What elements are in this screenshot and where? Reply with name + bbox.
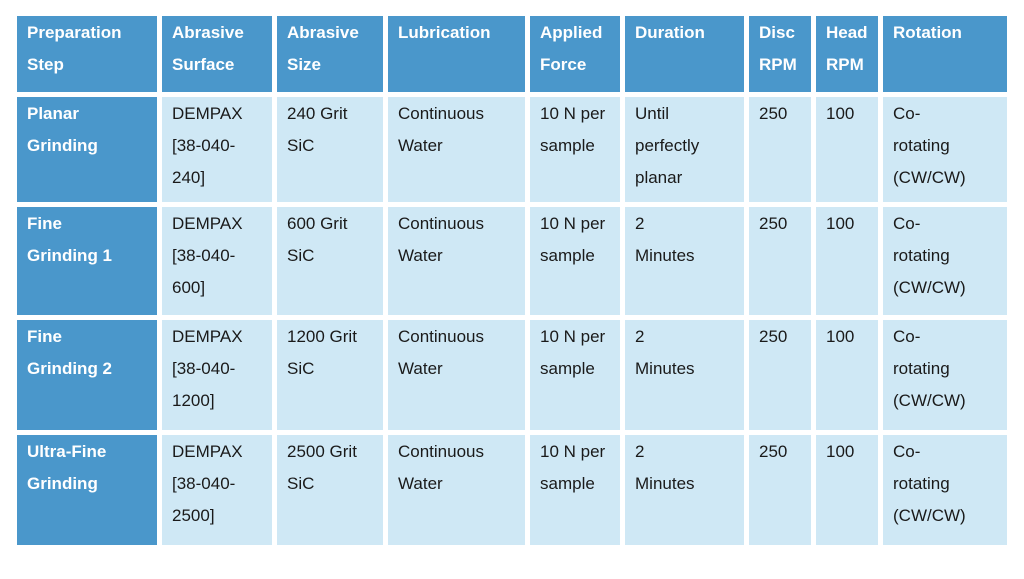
cell-head-rpm: 100 xyxy=(816,207,878,315)
row-header-fine-grinding-2: Fine Grinding 2 xyxy=(17,320,157,430)
cell-applied-force: 10 N per sample xyxy=(530,320,620,430)
cell-lubrication: Continuous Water xyxy=(388,435,525,545)
table-row-planar-grinding: Planar Grinding DEMPAX [38-040- 240] 240… xyxy=(17,97,1007,202)
table-row-fine-grinding-1: Fine Grinding 1 DEMPAX [38-040- 600] 600… xyxy=(17,207,1007,315)
column-header-rotation: Rotation xyxy=(883,16,1007,92)
cell-lubrication: Continuous Water xyxy=(388,97,525,202)
table-row-fine-grinding-2: Fine Grinding 2 DEMPAX [38-040- 1200] 12… xyxy=(17,320,1007,430)
column-header-duration: Duration xyxy=(625,16,744,92)
cell-abrasive-surface: DEMPAX [38-040- 2500] xyxy=(162,435,272,545)
row-header-fine-grinding-1: Fine Grinding 1 xyxy=(17,207,157,315)
column-header-head-rpm: Head RPM xyxy=(816,16,878,92)
preparation-steps-table: Preparation Step Abrasive Surface Abrasi… xyxy=(12,11,1012,550)
cell-head-rpm: 100 xyxy=(816,435,878,545)
cell-duration: Until perfectly planar xyxy=(625,97,744,202)
cell-lubrication: Continuous Water xyxy=(388,320,525,430)
column-header-preparation-step: Preparation Step xyxy=(17,16,157,92)
row-header-ultra-fine-grinding: Ultra-Fine Grinding xyxy=(17,435,157,545)
row-header-planar-grinding: Planar Grinding xyxy=(17,97,157,202)
column-header-lubrication: Lubrication xyxy=(388,16,525,92)
column-header-abrasive-surface: Abrasive Surface xyxy=(162,16,272,92)
cell-disc-rpm: 250 xyxy=(749,97,811,202)
cell-rotation: Co- rotating (CW/CW) xyxy=(883,435,1007,545)
cell-disc-rpm: 250 xyxy=(749,320,811,430)
cell-abrasive-size: 2500 Grit SiC xyxy=(277,435,383,545)
cell-head-rpm: 100 xyxy=(816,320,878,430)
table-row-ultra-fine-grinding: Ultra-Fine Grinding DEMPAX [38-040- 2500… xyxy=(17,435,1007,545)
cell-rotation: Co- rotating (CW/CW) xyxy=(883,320,1007,430)
header-row: Preparation Step Abrasive Surface Abrasi… xyxy=(17,16,1007,92)
cell-duration: 2 Minutes xyxy=(625,320,744,430)
cell-head-rpm: 100 xyxy=(816,97,878,202)
cell-abrasive-surface: DEMPAX [38-040- 1200] xyxy=(162,320,272,430)
cell-rotation: Co- rotating (CW/CW) xyxy=(883,97,1007,202)
cell-disc-rpm: 250 xyxy=(749,207,811,315)
cell-abrasive-size: 240 Grit SiC xyxy=(277,97,383,202)
cell-abrasive-surface: DEMPAX [38-040- 600] xyxy=(162,207,272,315)
column-header-disc-rpm: Disc RPM xyxy=(749,16,811,92)
cell-applied-force: 10 N per sample xyxy=(530,97,620,202)
cell-abrasive-size: 1200 Grit SiC xyxy=(277,320,383,430)
cell-lubrication: Continuous Water xyxy=(388,207,525,315)
cell-duration: 2 Minutes xyxy=(625,435,744,545)
cell-applied-force: 10 N per sample xyxy=(530,435,620,545)
column-header-abrasive-size: Abrasive Size xyxy=(277,16,383,92)
cell-disc-rpm: 250 xyxy=(749,435,811,545)
cell-rotation: Co- rotating (CW/CW) xyxy=(883,207,1007,315)
cell-duration: 2 Minutes xyxy=(625,207,744,315)
column-header-applied-force: Applied Force xyxy=(530,16,620,92)
cell-abrasive-surface: DEMPAX [38-040- 240] xyxy=(162,97,272,202)
cell-applied-force: 10 N per sample xyxy=(530,207,620,315)
cell-abrasive-size: 600 Grit SiC xyxy=(277,207,383,315)
